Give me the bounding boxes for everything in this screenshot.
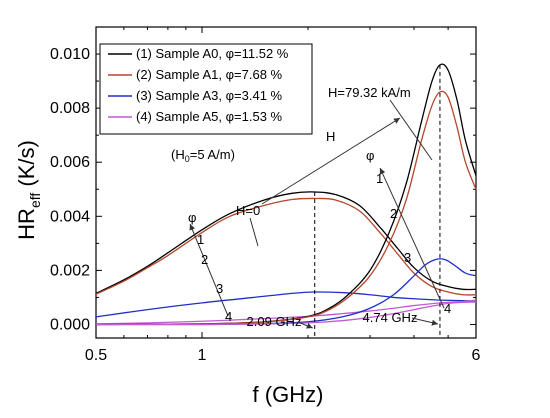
legend-box [99, 43, 313, 135]
vline-pointer-2 [411, 317, 439, 326]
y-tick-label: 0.002 [50, 262, 90, 279]
const-field-rest: =5 A/m) [190, 147, 235, 162]
x-axis-title: f (GHz) [253, 382, 324, 407]
y-axis-title-unit: (K/s) [14, 140, 39, 193]
y-axis-title-main: HR [14, 208, 39, 240]
h-arrow [261, 117, 401, 205]
plot-area [95, 26, 477, 339]
legend: (1) Sample A0, φ=11.52 % (2) Sample A1, φ… [99, 43, 313, 135]
vline-label-2: 4.74 GHz [363, 310, 418, 325]
y-axis-title-sub: eff [27, 193, 43, 208]
y-tick-label: 0.000 [50, 316, 90, 333]
right-curve-number-4: 4 [444, 301, 451, 316]
left-curve-number-1: 1 [197, 232, 204, 247]
vline-pointer-1 [297, 321, 313, 329]
legend-label-3: (3) Sample A3, φ=3.41 % [136, 88, 283, 103]
right-curve-number-3: 3 [404, 250, 411, 265]
h0-label: H=0 [236, 203, 260, 218]
const-field-main: (H [171, 147, 185, 162]
const-field-sub: 0 [185, 154, 190, 164]
y-tick-label: 0.010 [50, 46, 90, 63]
h-field-pointer [389, 99, 433, 161]
plot-frame [95, 26, 477, 339]
y-axis-title: HReff (K/s) [14, 140, 43, 240]
legend-label-2: (2) Sample A1, φ=7.68 % [136, 67, 283, 82]
phi-arrow-right [379, 167, 445, 309]
h-field-label: H=79.32 kA/m [328, 85, 411, 100]
series-line-8 [95, 301, 477, 326]
right-curve-number-1: 1 [376, 171, 383, 186]
x-tick-label: 6 [472, 347, 481, 364]
left-curve-number-4: 4 [225, 309, 232, 324]
series-line-1 [95, 191, 477, 294]
right-curve-number-2: 2 [390, 206, 397, 221]
y-tick-label: 0.004 [50, 208, 90, 225]
left-curve-number-2: 2 [201, 252, 208, 267]
y-tick-label: 0.006 [50, 154, 90, 171]
const-field-label: (H0=5 A/m) [171, 147, 235, 164]
series-line-2 [95, 197, 477, 296]
vline-label-1: 2.09 GHz [247, 314, 302, 329]
legend-label-1: (1) Sample A0, φ=11.52 % [136, 46, 289, 61]
axis-ticks: 0.000 0.002 0.004 0.006 0.008 0.010 0.5 1 6 [50, 27, 481, 364]
x-tick-label: 1 [198, 347, 207, 364]
x-tick-label: 0.5 [85, 347, 107, 364]
h0-pointer [249, 217, 259, 247]
left-curve-number-3: 3 [216, 281, 223, 296]
h-arrow-label: H [326, 129, 335, 144]
vline-layer: 2.09 GHz 4.74 GHz [247, 64, 441, 338]
phi-label-right: φ [366, 148, 374, 163]
phi-label-left: φ [188, 210, 196, 225]
series-line-6 [95, 90, 477, 326]
y-tick-label: 0.008 [50, 100, 90, 117]
legend-label-4: (4) Sample A5, φ=1.53 % [136, 109, 283, 124]
phi-arrow-left [189, 223, 229, 317]
